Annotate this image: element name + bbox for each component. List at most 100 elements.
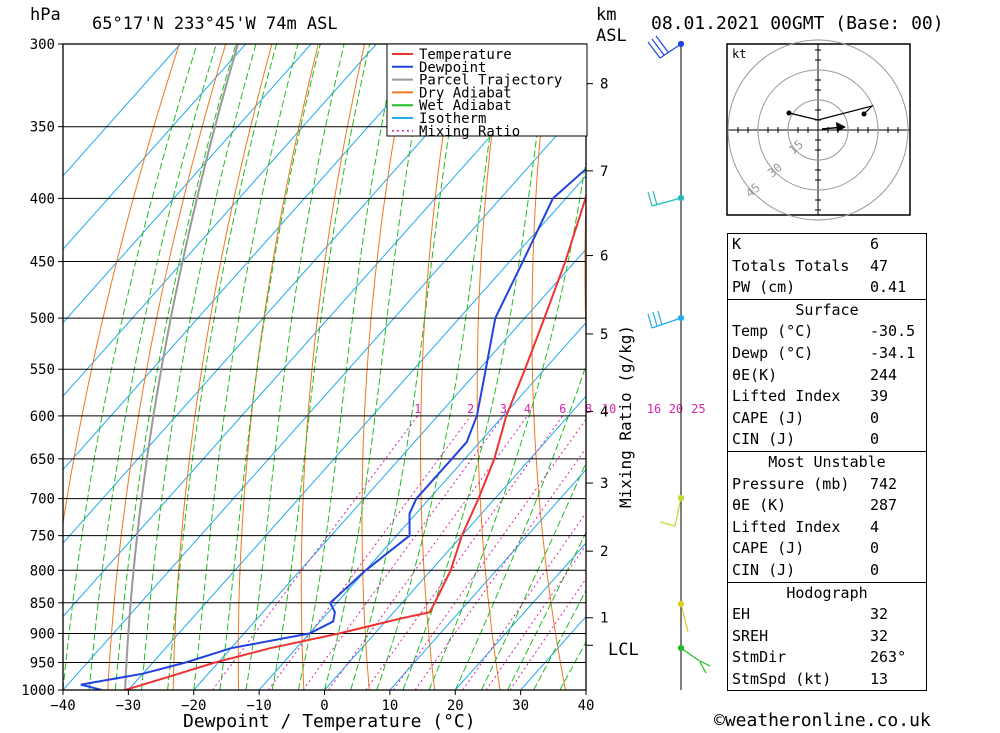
wet-adiabat-line <box>167 44 277 690</box>
y-tick-label: 600 <box>30 409 55 425</box>
x-tick-label: −20 <box>181 698 206 714</box>
km-tick-label: 7 <box>600 164 608 180</box>
dry-adiabat-line <box>361 44 412 690</box>
mu-cape-label: CAPE (J) <box>732 539 805 558</box>
legend-label: Isotherm <box>419 111 486 127</box>
x-tick-label: 40 <box>578 698 595 714</box>
x-tick-label: 20 <box>447 698 464 714</box>
mixing-ratio-label: 25 <box>691 402 705 416</box>
hodograph-unit: kt <box>732 47 746 61</box>
mixing-ratio-label: 4 <box>524 402 531 416</box>
sfc-cape-label: CAPE (J) <box>732 408 805 427</box>
temperature-trace <box>124 192 586 690</box>
stmdir-value: 263° <box>870 648 907 667</box>
stmdir-label: StmDir <box>732 648 787 667</box>
sfc-dewp-value: -34.1 <box>870 343 916 362</box>
stmspd-value: 13 <box>870 669 889 688</box>
x-tick-label: 30 <box>512 698 529 714</box>
wind-barb-950 <box>677 644 711 674</box>
y-tick-label: 400 <box>30 191 55 207</box>
mu-title: Most Unstable <box>768 452 886 471</box>
dewpoint-trace <box>80 168 586 690</box>
wet-adiabat-line <box>507 531 586 690</box>
dry-adiabat-line <box>967 44 1000 690</box>
sfc-cin-label: CIN (J) <box>732 430 796 449</box>
y-tick-label: 700 <box>30 492 55 508</box>
legend-label: Wet Adiabat <box>419 98 512 114</box>
mixing-ratio-label: 10 <box>602 402 616 416</box>
isotherm-line <box>63 44 443 471</box>
wet-adiabat-line <box>219 44 321 690</box>
x-tick-label: 10 <box>381 698 398 714</box>
mu-cin-label: CIN (J) <box>732 560 796 579</box>
tt-label: Totals Totals <box>732 256 850 275</box>
km-tick-label: 6 <box>600 249 608 265</box>
wet-adiabat-line <box>297 44 399 690</box>
pw-label: PW (cm) <box>732 278 796 297</box>
y-tick-label: 850 <box>30 596 55 612</box>
mixing-ratio-label: 1 <box>414 402 421 416</box>
mixing-ratio-line <box>302 415 504 690</box>
asl-label: ASL <box>596 26 627 46</box>
mixing-ratio-label: 8 <box>585 402 592 416</box>
isotherm-line <box>63 44 377 397</box>
wind-barb-300 <box>647 35 685 59</box>
mixing-ratio-label: 6 <box>559 402 566 416</box>
isotherm-line <box>193 248 586 690</box>
sfc-temp-label: Temp (°C) <box>732 322 814 341</box>
wind-barb-400 <box>647 190 685 207</box>
legend-label: Dewpoint <box>419 60 486 76</box>
mu-cape-value: 0 <box>870 539 880 558</box>
x-tick-label: −40 <box>50 698 75 714</box>
isotherm-line <box>258 321 586 690</box>
wet-adiabat-line <box>193 44 299 690</box>
y-tick-label: 800 <box>30 563 55 579</box>
km-tick-label: 5 <box>600 327 608 343</box>
km-tick-label: 1 <box>600 611 608 627</box>
dry-adiabat-line <box>921 44 1000 690</box>
isotherm-line <box>324 395 586 690</box>
isotherm-line <box>63 44 508 544</box>
plot-frame <box>62 43 587 691</box>
y-tick-label: 350 <box>30 120 55 136</box>
x-axis-label: Dewpoint / Temperature (°C) <box>183 711 476 732</box>
wet-adiabat-line <box>245 44 345 690</box>
hpa-unit: hPa <box>30 5 61 25</box>
stmspd-label: StmSpd (kt) <box>732 669 832 688</box>
parcel-trajectory-line <box>124 44 239 690</box>
isotherm-line <box>63 44 312 324</box>
isotherm-line <box>128 175 586 690</box>
mixing-ratio-label: 3 <box>500 402 507 416</box>
sreh-label: SREH <box>732 626 769 645</box>
wet-adiabat-line <box>114 44 237 690</box>
mu-pressure-label: Pressure (mb) <box>732 474 850 493</box>
k-label: K <box>732 235 742 253</box>
legend-label: Parcel Trajectory <box>419 73 562 89</box>
wind-profile <box>647 35 711 690</box>
stats-table: K 6 Totals Totals 47 PW (cm) 0.41 Surface T… <box>727 233 927 692</box>
x-tick-label: −30 <box>116 698 141 714</box>
km-tick-label: 4 <box>600 404 608 420</box>
sreh-value: 32 <box>870 626 889 645</box>
isotherm-line <box>63 44 181 177</box>
y-tick-label: 650 <box>30 452 55 468</box>
datetime-title: 08.01.2021 00GMT (Base: 00) <box>651 13 944 34</box>
km-unit: km <box>596 5 616 25</box>
sfc-dewp-label: Dewp (°C) <box>732 343 814 362</box>
y-tick-label: 750 <box>30 529 55 545</box>
wind-barb-700 <box>659 494 685 527</box>
tt-value: 47 <box>870 256 889 275</box>
x-tick-label: 0 <box>320 698 328 714</box>
dry-adiabat-line <box>636 44 696 690</box>
surface-title: Surface <box>795 300 859 319</box>
wet-adiabat-line <box>533 589 586 690</box>
copyright[interactable]: ©weatheronline.co.uk <box>714 710 931 731</box>
sfc-li-label: Lifted Index <box>732 387 841 406</box>
mixing-ratio-line <box>328 415 528 690</box>
mu-pressure-value: 742 <box>870 474 898 493</box>
isotherm-line <box>63 44 247 251</box>
eh-value: 32 <box>870 605 889 624</box>
hodograph: kt 15 30 45 <box>726 39 911 221</box>
mixing-ratio-line <box>267 415 472 690</box>
